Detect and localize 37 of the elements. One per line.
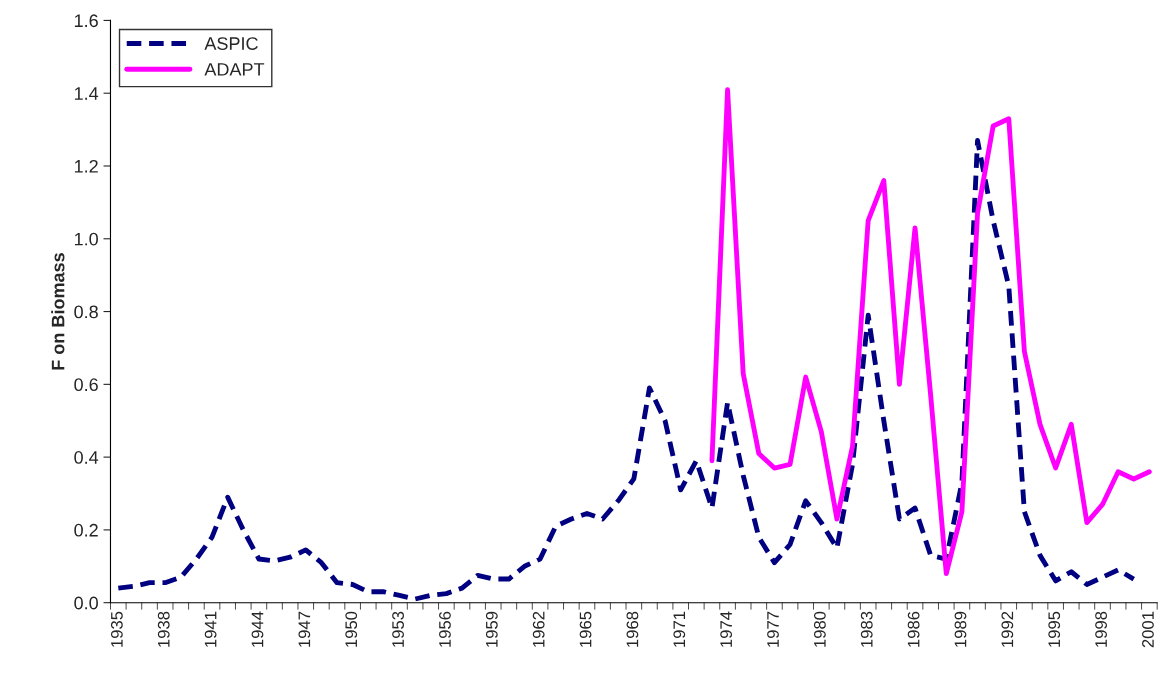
x-tick-label: 1956 xyxy=(439,611,451,647)
line-series xyxy=(115,138,1137,602)
x-tick-label: 1980 xyxy=(813,611,826,647)
y-tick-label: 0.2 xyxy=(74,523,98,537)
legend-label: ADAPT xyxy=(204,63,265,76)
x-tick-label: 1965 xyxy=(579,611,592,647)
y-axis-title: F on Biomass xyxy=(51,253,65,370)
line-series xyxy=(709,87,1152,576)
x-tick-label: 1995 xyxy=(1048,611,1061,647)
y-tick-label: 1.4 xyxy=(74,87,99,100)
y-tick-label: 1.0 xyxy=(74,232,98,246)
y-tick-label: 0.8 xyxy=(74,305,98,319)
x-tick-label: 1947 xyxy=(298,611,311,647)
x-tick-label: 1944 xyxy=(251,611,264,647)
x-tick-label: 1962 xyxy=(532,611,545,647)
x-tick-label: 1983 xyxy=(860,611,873,647)
x-tick-label: 1971 xyxy=(673,611,686,647)
x-tick-label: 1968 xyxy=(626,611,639,647)
x-tick-label: 1986 xyxy=(907,611,920,647)
y-tick-label: 0.4 xyxy=(74,451,99,464)
y-tick-label: 1.6 xyxy=(74,14,98,28)
x-tick-label: 1974 xyxy=(720,611,733,647)
x-tick-label: 1953 xyxy=(392,611,404,647)
x-tick-label: 1938 xyxy=(157,611,170,647)
x-tick-label: 1998 xyxy=(1095,611,1107,647)
legend-label: ASPIC xyxy=(204,37,258,50)
y-tick-label: 0.6 xyxy=(74,378,98,392)
y-tick-label: 0.0 xyxy=(74,596,98,610)
x-tick-label: 1935 xyxy=(110,611,123,647)
x-tick-label: 1959 xyxy=(485,611,498,647)
y-tick-label: 1.2 xyxy=(74,159,98,173)
x-tick-label: 1977 xyxy=(767,611,779,647)
x-tick-label: 1950 xyxy=(345,611,358,647)
x-tick-label: 1989 xyxy=(954,611,967,647)
x-tick-label: 1992 xyxy=(1001,611,1014,647)
x-tick-label: 1941 xyxy=(204,611,217,647)
x-tick-label: 2001 xyxy=(1142,611,1154,648)
